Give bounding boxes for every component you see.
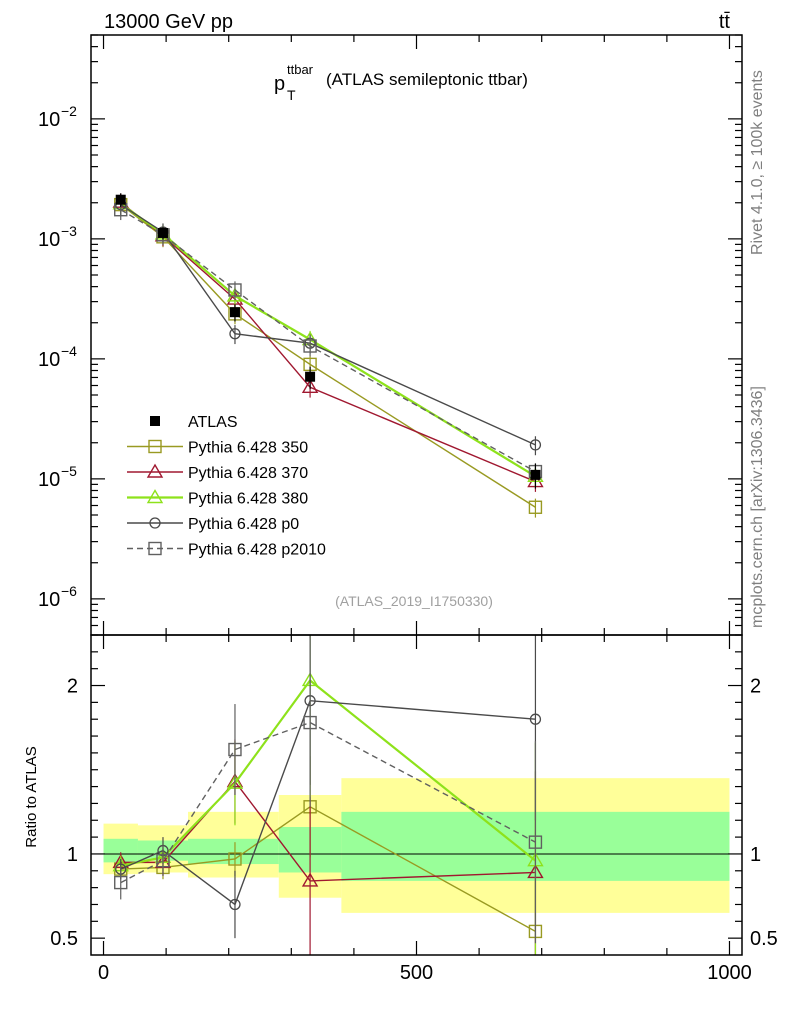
ratio-marker-4-1 <box>156 853 170 868</box>
legend-marker-2 <box>146 489 164 504</box>
mcplots-credit: mcplots.cern.ch [arXiv:1306.3436] <box>749 386 766 628</box>
main-series-2 <box>112 195 544 487</box>
ratio-marker-4-3 <box>303 715 317 730</box>
main-marker-3-2 <box>229 328 241 340</box>
ratio-marker-4-2 <box>228 742 242 757</box>
y-main-tick-label-4: 10 <box>38 589 60 611</box>
y-ratio-tick-label-right-2: 2 <box>750 676 761 698</box>
ratio-panel <box>112 635 544 955</box>
band-green-2 <box>188 838 279 865</box>
main-series-4 <box>114 201 543 482</box>
main-marker-1-3 <box>301 378 319 393</box>
legend-entry-1: Pythia 6.428 370 <box>127 463 308 482</box>
main-marker-2-2 <box>226 287 244 302</box>
ratio-marker-4-0 <box>114 875 128 890</box>
title-sub: T <box>287 87 296 103</box>
main-line-2 <box>120 202 537 478</box>
y-main-tick-exp-1: −3 <box>61 223 77 239</box>
reference-label: (ATLAS_2019_I1750330) <box>335 593 493 609</box>
ratio-uncertainty-bands <box>91 778 742 913</box>
legend-entry-3: Pythia 6.428 p0 <box>127 516 299 533</box>
main-marker-4-2 <box>228 283 242 297</box>
main-line-3 <box>120 204 536 446</box>
legend-label-1: Pythia 6.428 370 <box>188 465 308 482</box>
y-main-tick-label-2: 10 <box>38 349 60 371</box>
title-rest: (ATLAS semileptonic ttbar) <box>326 70 528 89</box>
legend-label-2: Pythia 6.428 380 <box>188 491 308 508</box>
legend-marker-3 <box>149 517 161 529</box>
ratio-marker-3-2 <box>229 898 241 911</box>
y-main-tick-exp-4: −6 <box>61 583 77 599</box>
x-tick-label-1: 500 <box>400 962 433 984</box>
y-ratio-tick-label-right-1: 1 <box>750 844 761 866</box>
legend-marker-data <box>150 416 160 426</box>
main-line-4 <box>120 209 536 473</box>
chart-title: p ttbar T (ATLAS semileptonic ttbar) <box>274 62 528 103</box>
legend-entry-0: Pythia 6.428 350 <box>127 440 308 457</box>
legend-entry-4: Pythia 6.428 p2010 <box>127 542 326 559</box>
data-point-4 <box>530 469 541 480</box>
ratio-marker-4-4 <box>528 835 543 849</box>
legend-marker-4 <box>148 541 162 556</box>
ratio-y-label: Ratio to ATLAS <box>23 746 40 847</box>
legend-label-4: Pythia 6.428 p2010 <box>188 542 326 559</box>
legend-entry-2: Pythia 6.428 380 <box>127 489 308 508</box>
legend-label-0: Pythia 6.428 350 <box>188 440 308 457</box>
legend-entry-data: ATLAS <box>150 414 238 431</box>
main-panel <box>112 193 544 518</box>
title-sup: ttbar <box>287 62 314 77</box>
band-green-0 <box>103 838 138 863</box>
legend: ATLAS Pythia 6.428 350 Pythia 6.428 370 Pyt… <box>127 414 326 559</box>
x-tick-label-0: 0 <box>98 962 109 984</box>
legend-label-data: ATLAS <box>188 414 238 431</box>
header-right: tt̄ <box>719 11 731 33</box>
y-ratio-tick-label-right-0: 0.5 <box>750 928 778 950</box>
main-data-points <box>115 193 541 489</box>
main-marker-4-3 <box>303 339 317 353</box>
x-tick-label-2: 1000 <box>707 962 752 984</box>
data-point-2 <box>229 307 240 318</box>
legend-marker-0 <box>148 439 162 454</box>
legend-marker-1 <box>146 463 164 478</box>
main-marker-3-4 <box>529 439 542 451</box>
y-main-tick-exp-0: −2 <box>61 103 77 119</box>
main-series-3 <box>115 195 542 456</box>
y-ratio-tick-label-left-0: 0.5 <box>50 928 78 950</box>
header-left: 13000 GeV pp <box>104 11 233 33</box>
y-main-tick-label-0: 10 <box>38 109 60 131</box>
y-ratio-tick-label-left-2: 2 <box>67 676 78 698</box>
data-point-0 <box>115 194 126 205</box>
title-main: p <box>274 73 285 95</box>
ratio-series-4 <box>114 638 543 944</box>
legend-label-3: Pythia 6.428 p0 <box>188 516 299 533</box>
data-point-3 <box>305 371 316 382</box>
y-main-tick-exp-2: −4 <box>61 343 77 359</box>
ratio-marker-0-2 <box>228 852 242 866</box>
data-point-1 <box>157 227 168 238</box>
y-ratio-tick-label-left-1: 1 <box>67 844 78 866</box>
y-main-tick-label-3: 10 <box>38 469 60 491</box>
y-main-tick-exp-3: −5 <box>61 463 77 479</box>
ratio-marker-1-3 <box>301 872 319 887</box>
ratio-marker-3-4 <box>529 713 542 725</box>
main-marker-0-4 <box>528 500 543 514</box>
rivet-version: Rivet 4.1.0, ≥ 100k events <box>749 70 766 255</box>
y-main-tick-label-1: 10 <box>38 229 60 251</box>
